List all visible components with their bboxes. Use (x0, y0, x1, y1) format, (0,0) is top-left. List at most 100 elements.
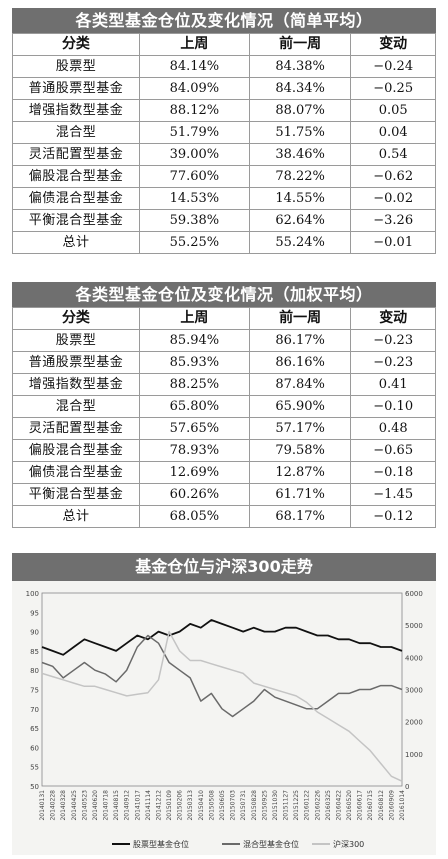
table1-header: 变动 (350, 33, 436, 56)
table1-panel: 各类型基金仓位及变化情况（简单平均） 分类 上周 前一周 变动 股票型 84.14… (12, 8, 436, 254)
x-axis-tick-label: 20150731 (240, 790, 247, 821)
category-cell: 平衡混合型基金 (12, 209, 140, 232)
category-cell: 平衡混合型基金 (12, 483, 140, 506)
value-cell: 57.65% (138, 417, 250, 440)
category-cell: 偏债混合型基金 (12, 187, 140, 210)
category-cell: 股票型 (12, 55, 140, 78)
value-cell: 88.12% (138, 99, 250, 122)
value-cell: 65.80% (138, 395, 250, 418)
legend-label-3: 沪深300 (333, 839, 364, 849)
value-cell: 55.25% (138, 231, 250, 254)
change-cell: 0.41 (350, 373, 436, 396)
x-axis-tick-label: 20150828 (251, 790, 258, 821)
x-axis-tick-label: 20160909 (388, 790, 395, 821)
change-cell: −1.45 (350, 483, 436, 506)
right-axis-tick-label: 3000 (405, 687, 423, 695)
change-cell: −0.02 (350, 187, 436, 210)
x-axis-tick-label: 20151127 (283, 790, 290, 821)
x-axis-tick-label: 20161014 (399, 790, 406, 821)
left-axis-tick-label: 85 (30, 648, 39, 656)
x-axis-tick-label: 20140815 (113, 790, 120, 821)
change-cell: −3.26 (350, 209, 436, 232)
left-axis-tick-label: 55 (30, 764, 39, 772)
x-axis-tick-label: 20140620 (92, 790, 99, 821)
x-axis-tick-label: 20160122 (304, 790, 311, 821)
value-cell: 51.75% (248, 121, 352, 144)
value-cell: 51.79% (138, 121, 250, 144)
x-axis-tick-label: 20160812 (378, 790, 385, 821)
table-row: 增强指数型基金 88.25% 87.84% 0.41 (12, 373, 436, 396)
change-cell: −0.23 (350, 351, 436, 374)
x-axis-tick-label: 20140523 (81, 790, 88, 821)
value-cell: 86.17% (248, 329, 352, 352)
value-cell: 57.17% (248, 417, 352, 440)
table2: 分类 上周 前一周 变动 股票型 85.94% 86.17% −0.23 普通股票型基金… (12, 307, 436, 528)
value-cell: 85.94% (138, 329, 250, 352)
value-cell: 84.09% (138, 77, 250, 100)
table1-header: 前一周 (248, 33, 352, 56)
x-axis-tick-label: 20150703 (230, 790, 237, 821)
change-cell: −0.65 (350, 439, 436, 462)
value-cell: 65.90% (248, 395, 352, 418)
x-axis-tick-label: 20140131 (39, 790, 46, 821)
value-cell: 61.71% (248, 483, 352, 506)
change-cell: −0.23 (350, 329, 436, 352)
left-axis-tick-label: 50 (30, 783, 39, 791)
change-cell: 0.04 (350, 121, 436, 144)
value-cell: 77.60% (138, 165, 250, 188)
series-line-3 (41, 630, 403, 782)
value-cell: 88.07% (248, 99, 352, 122)
category-cell: 总计 (12, 231, 140, 254)
x-axis-tick-label: 20160422 (335, 790, 342, 821)
category-cell: 灵活配置型基金 (12, 417, 140, 440)
table-row: 偏股混合型基金 77.60% 78.22% −0.62 (12, 165, 436, 188)
x-axis-tick-label: 20160617 (357, 790, 364, 821)
category-cell: 偏股混合型基金 (12, 165, 140, 188)
table2-header: 上周 (138, 307, 250, 330)
value-cell: 88.25% (138, 373, 250, 396)
change-cell: 0.54 (350, 143, 436, 166)
table-row: 偏债混合型基金 14.53% 14.55% −0.02 (12, 187, 436, 210)
value-cell: 60.26% (138, 483, 250, 506)
category-cell: 总计 (12, 505, 140, 528)
right-axis-tick-label: 4000 (405, 654, 423, 662)
left-axis-tick-label: 70 (30, 706, 39, 714)
x-axis-tick-label: 20150206 (177, 790, 184, 821)
x-axis-tick-label: 20140718 (103, 790, 110, 821)
value-cell: 55.24% (248, 231, 352, 254)
right-axis-tick-label: 1000 (405, 751, 423, 759)
line-chart: 5055606570758085909510001000200030004000… (26, 590, 423, 849)
left-axis-tick-label: 100 (26, 590, 39, 598)
value-cell: 68.05% (138, 505, 250, 528)
x-axis-tick-label: 20160715 (367, 790, 374, 821)
left-axis-tick-label: 80 (30, 667, 39, 675)
x-axis-tick-label: 20141017 (134, 790, 141, 821)
change-cell: −0.10 (350, 395, 436, 418)
chart-panel: 基金仓位与沪深300走势 50 55 60 65 70 75 80 85 90 95 100 0 100… (12, 553, 436, 855)
table-row: 总计 55.25% 55.24% −0.01 (12, 231, 436, 254)
value-cell: 86.16% (248, 351, 352, 374)
left-axis-tick-label: 60 (30, 744, 39, 752)
x-axis-tick-label: 20151030 (272, 790, 279, 821)
value-cell: 87.84% (248, 373, 352, 396)
value-cell: 62.64% (248, 209, 352, 232)
value-cell: 59.38% (138, 209, 250, 232)
plot-area (41, 592, 403, 787)
change-cell: −0.62 (350, 165, 436, 188)
x-axis-tick-label: 20140328 (60, 790, 67, 821)
right-axis-tick-label: 2000 (405, 719, 423, 727)
x-axis-tick-label: 20160226 (314, 790, 321, 821)
right-axis-tick-label: 6000 (405, 590, 423, 598)
table1-title: 各类型基金仓位及变化情况（简单平均） (12, 8, 436, 33)
change-cell: 0.48 (350, 417, 436, 440)
table-row: 股票型 84.14% 84.38% −0.24 (12, 55, 436, 78)
table2-header: 变动 (350, 307, 436, 330)
value-cell: 14.53% (138, 187, 250, 210)
table1-header: 上周 (138, 33, 250, 56)
value-cell: 12.69% (138, 461, 250, 484)
category-cell: 偏债混合型基金 (12, 461, 140, 484)
value-cell: 12.87% (248, 461, 352, 484)
table-row: 普通股票型基金 85.93% 86.16% −0.23 (12, 351, 436, 374)
value-cell: 14.55% (248, 187, 352, 210)
x-axis-tick-label: 20150605 (219, 790, 226, 821)
